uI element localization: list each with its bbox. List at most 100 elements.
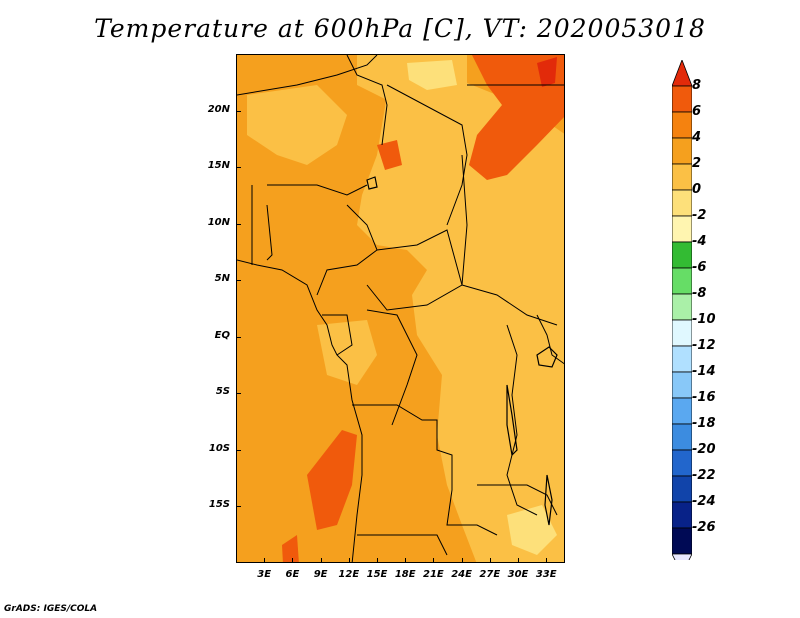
border-drc-angola — [352, 404, 498, 536]
colorbar-level-label: 8 — [692, 78, 702, 93]
lakes — [366, 176, 558, 526]
colorbar-level-label: -2 — [692, 208, 707, 223]
colorbar-level-label: -18 — [692, 416, 716, 431]
lon-tick-mark — [518, 558, 519, 563]
lake-victoria — [536, 346, 558, 368]
lon-tick-label: 9E — [313, 569, 328, 580]
colorbar-segment — [672, 475, 692, 503]
lon-tick-label: 6E — [285, 569, 300, 580]
lat-tick-label: 10N — [207, 216, 230, 228]
temperature-map — [236, 54, 565, 563]
border-east-lakes — [506, 324, 538, 516]
colorbar-level-label: -22 — [692, 468, 716, 483]
colorbar-segment — [672, 293, 692, 321]
lon-tick-label: 12E — [338, 569, 360, 580]
lat-tick-mark — [236, 393, 241, 395]
lat-tick-mark — [236, 449, 241, 451]
lat-tick-label: 5S — [215, 386, 230, 398]
grads-footer: GrADS: IGES/COLA — [4, 604, 98, 614]
colorbar-level-label: -4 — [692, 234, 707, 249]
lat-tick-label: 10S — [208, 442, 230, 454]
border-angola-namibia — [357, 534, 448, 556]
colorbar-segment — [672, 267, 692, 295]
colorbar-segment — [672, 345, 692, 373]
lat-tick-label: 20N — [207, 103, 230, 115]
border-algeria-niger — [346, 55, 388, 146]
colorbar-level-label: -12 — [692, 338, 716, 353]
colorbar-level-label: -10 — [692, 312, 716, 327]
lon-tick-label: 21E — [423, 569, 444, 580]
lon-tick-mark — [264, 558, 266, 563]
lon-tick-mark — [320, 558, 322, 563]
lon-tick-label: 3E — [257, 569, 272, 580]
colorbar-level-label: -14 — [692, 364, 716, 379]
temperature-region-4-6-south — [282, 535, 299, 562]
lon-tick-label: 18E — [394, 569, 416, 580]
colorbar-segment — [672, 215, 692, 243]
colorbar-segment — [672, 449, 692, 477]
lat-tick-mark — [236, 336, 241, 338]
border-east-africa — [536, 314, 564, 365]
colorbar-bottom-triangle — [672, 553, 692, 560]
colorbar-level-label: 6 — [692, 104, 702, 119]
lat-tick-mark — [236, 223, 241, 225]
colorbar-level-label: -20 — [692, 442, 716, 457]
lat-tick-label: EQ — [214, 329, 230, 341]
lon-tick-label: 15E — [366, 569, 388, 580]
lat-tick-mark — [236, 280, 241, 282]
west-africa-coastline — [237, 259, 363, 562]
colorbar-segment — [672, 85, 692, 113]
colorbar-segment — [672, 189, 692, 217]
lat-tick-mark — [236, 167, 241, 169]
colorbar-level-label: 4 — [692, 130, 702, 145]
lake-tanganyika — [506, 384, 518, 457]
chart-title: Temperature at 600hPa [C], VT: 202005301… — [94, 14, 706, 43]
lon-tick-mark — [348, 558, 350, 563]
border-libya-chad — [386, 84, 468, 226]
lon-tick-label: 30E — [507, 569, 529, 580]
border-northwest — [237, 55, 378, 96]
colorbar-segment — [672, 371, 692, 399]
temperature-region-4-6-northcentral — [377, 140, 402, 170]
lat-tick-label: 5N — [214, 273, 230, 285]
lon-tick-label: 33E — [535, 569, 557, 580]
lake-malawi — [544, 474, 553, 526]
colorbar-segment — [672, 397, 692, 425]
lon-tick-label: 27E — [479, 569, 501, 580]
colorbar-level-label: -6 — [692, 260, 707, 275]
lon-tick-mark — [489, 558, 491, 563]
border-gabon — [322, 314, 353, 356]
border-congo-drc — [366, 309, 418, 426]
temperature-region-4-6-northeast — [469, 55, 564, 180]
colorbar-level-label: -16 — [692, 390, 716, 405]
colorbar-segment — [672, 111, 692, 139]
border-nigeria-cameroon — [316, 204, 378, 296]
lat-tick-label: 15N — [207, 160, 230, 172]
colorbar-level-label: 2 — [692, 156, 702, 171]
colorbar-level-label: 0 — [692, 182, 702, 197]
colorbar-segment — [672, 163, 692, 191]
lon-tick-mark — [377, 558, 378, 563]
colorbar-segment — [672, 137, 692, 165]
colorbar-segment — [672, 241, 692, 269]
border-chad-sudan — [461, 154, 558, 326]
temperature-region-0-2-east — [357, 75, 564, 562]
temperature-region-neg2-0-southeast — [507, 505, 557, 555]
temperature-region-0-2-central — [317, 320, 377, 385]
lon-tick-mark — [461, 558, 463, 563]
temperature-region-4-6-southwest — [307, 430, 357, 530]
lon-tick-mark — [292, 558, 294, 563]
border-car — [366, 229, 463, 311]
lat-tick-label: 15S — [208, 499, 230, 511]
lon-tick-mark — [405, 558, 407, 563]
border-nigeria-benin — [266, 204, 273, 261]
colorbar-segment — [672, 423, 692, 451]
colorbar-level-label: -24 — [692, 494, 716, 509]
colorbar-top-triangle — [672, 60, 692, 87]
lon-tick-mark — [546, 558, 548, 563]
colorbar-segment — [672, 501, 692, 529]
lon-tick-label: 24E — [451, 569, 472, 580]
lake-chad — [366, 176, 378, 190]
lat-tick-mark — [236, 506, 241, 508]
colorbar-segment — [672, 319, 692, 347]
